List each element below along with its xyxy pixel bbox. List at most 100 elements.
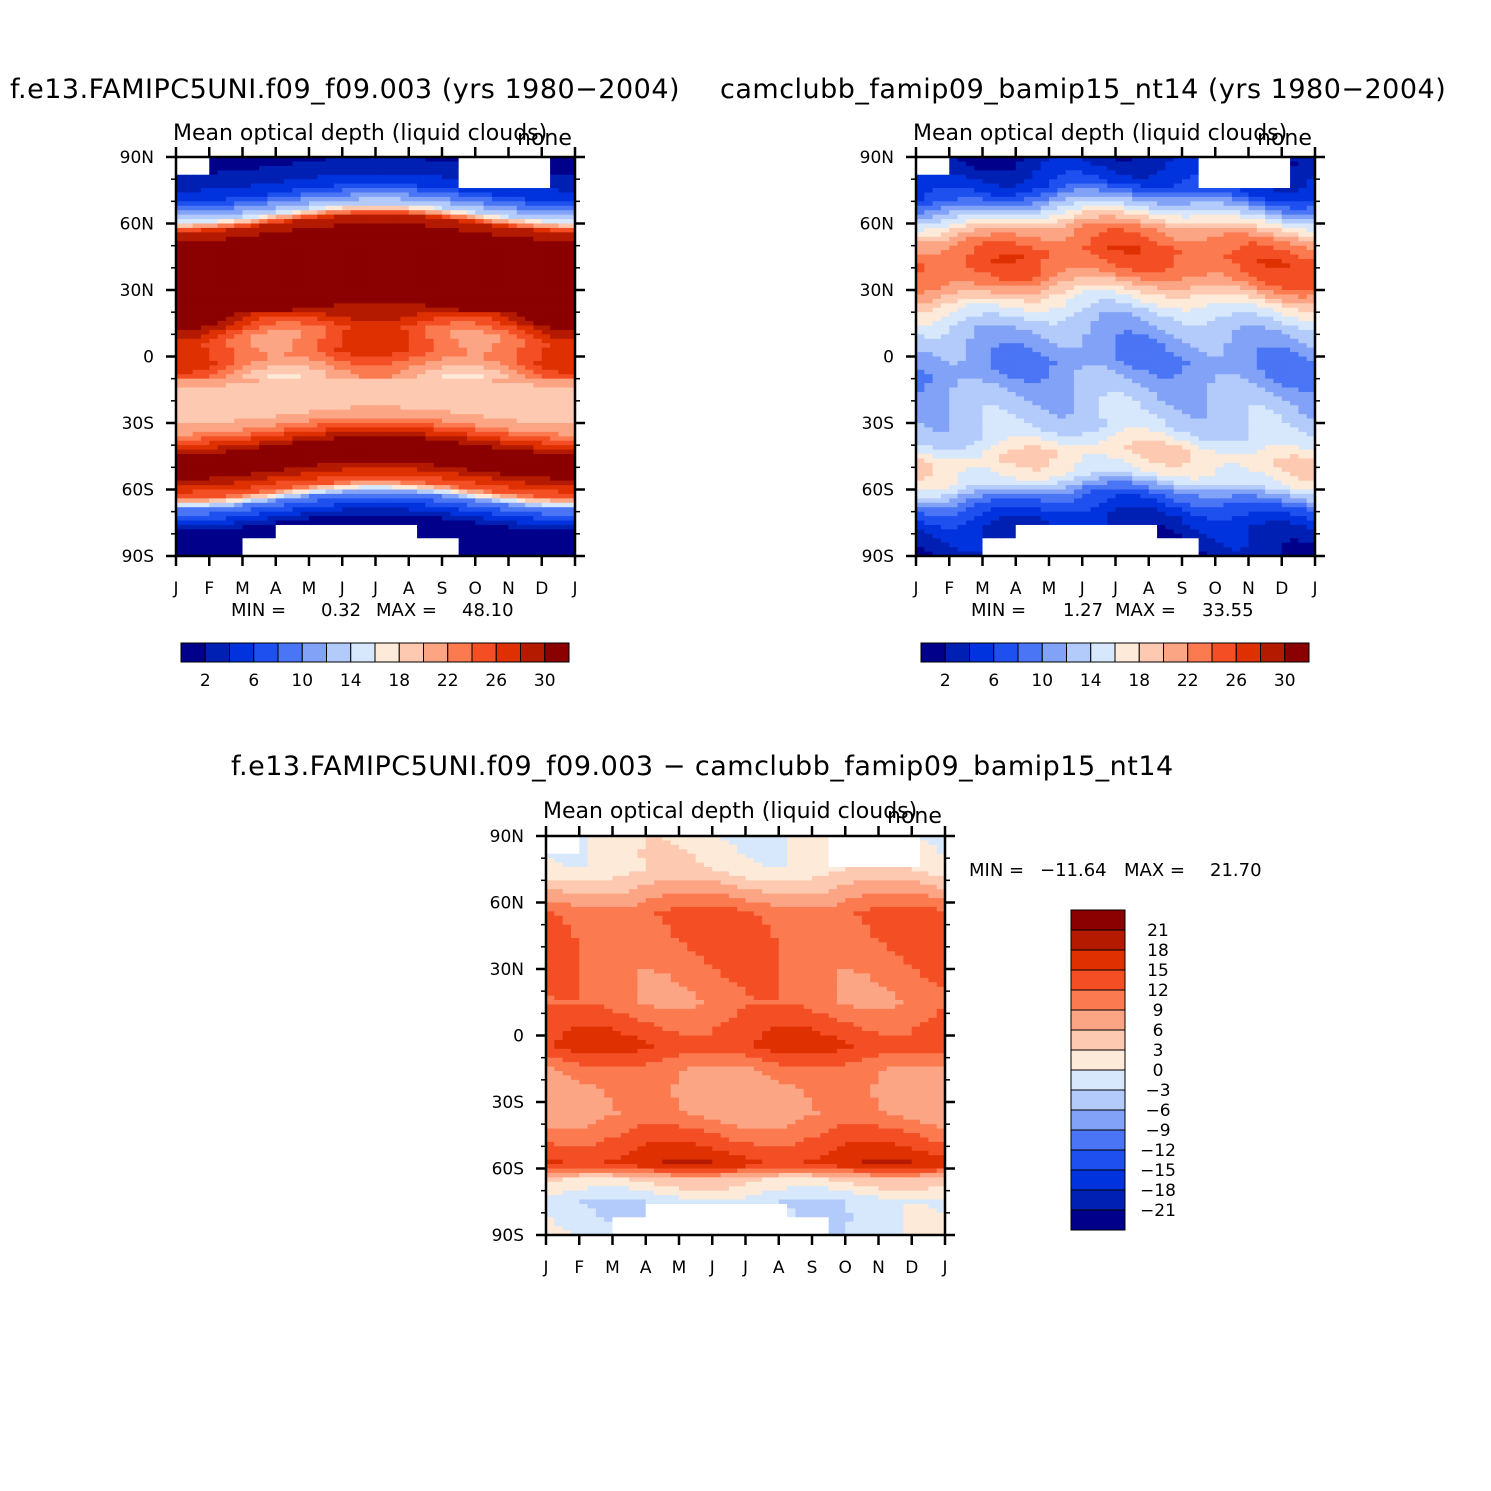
- heatmap-cell: [217, 365, 227, 371]
- heatmap-cell: [508, 192, 518, 198]
- heatmap-cell: [475, 498, 485, 504]
- heatmap-cell: [508, 276, 518, 282]
- heatmap-cell: [433, 533, 443, 539]
- heatmap-cell: [466, 236, 476, 242]
- heatmap-cell: [1115, 196, 1125, 202]
- heatmap-cell: [1198, 157, 1208, 163]
- heatmap-cell: [192, 250, 202, 256]
- heatmap-cell: [417, 254, 426, 260]
- heatmap-cell: [1206, 196, 1216, 202]
- y-tick-label: 30S: [122, 414, 154, 434]
- heatmap-cell: [458, 250, 468, 256]
- heatmap-cell: [417, 285, 426, 291]
- heatmap-cell: [916, 183, 925, 189]
- heatmap-cell: [209, 396, 219, 402]
- heatmap-cell: [176, 431, 185, 437]
- heatmap-cell: [1281, 161, 1291, 167]
- heatmap-cell: [458, 170, 468, 176]
- heatmap-cell: [267, 436, 277, 442]
- heatmap-cell: [483, 321, 493, 327]
- heatmap-cell: [1223, 165, 1233, 171]
- heatmap-cell: [417, 201, 426, 207]
- heatmap-cell: [450, 245, 460, 251]
- heatmap-cell: [375, 396, 385, 402]
- heatmap-cell: [916, 179, 925, 185]
- heatmap-cell: [508, 405, 518, 411]
- heatmap-cell: [1073, 170, 1083, 176]
- heatmap-cell: [242, 489, 252, 495]
- heatmap-cell: [217, 542, 227, 548]
- heatmap-cell: [541, 480, 551, 486]
- heatmap-cell: [566, 258, 575, 264]
- heatmap-cell: [309, 161, 318, 167]
- heatmap-cell: [259, 431, 269, 437]
- heatmap-cell: [500, 445, 510, 451]
- heatmap-cell: [375, 307, 385, 313]
- heatmap-cell: [234, 343, 244, 349]
- heatmap-cell: [292, 343, 302, 349]
- heatmap-cell: [400, 547, 410, 553]
- heatmap-cell: [292, 489, 302, 495]
- heatmap-cell: [533, 538, 543, 544]
- heatmap-cell: [200, 538, 210, 544]
- heatmap-cell: [566, 236, 575, 242]
- heatmap-cell: [375, 272, 385, 278]
- heatmap-cell: [309, 347, 318, 353]
- heatmap-cell: [566, 263, 575, 269]
- heatmap-cell: [325, 179, 335, 185]
- heatmap-cell: [176, 511, 185, 517]
- heatmap-cell: [433, 165, 443, 171]
- heatmap-cell: [176, 454, 185, 460]
- heatmap-cell: [400, 285, 410, 291]
- heatmap-cell: [333, 542, 343, 548]
- heatmap-cell: [400, 196, 410, 202]
- heatmap-cell: [217, 454, 227, 460]
- heatmap-cell: [375, 436, 385, 442]
- heatmap-cell: [491, 188, 501, 194]
- heatmap-cell: [516, 210, 526, 216]
- heatmap-cell: [176, 374, 185, 380]
- heatmap-cell: [450, 254, 460, 260]
- heatmap-cell: [242, 365, 252, 371]
- heatmap-cell: [275, 210, 285, 216]
- heatmap-cell: [442, 529, 451, 535]
- heatmap-cell: [383, 529, 393, 535]
- heatmap-cell: [392, 383, 402, 389]
- heatmap-cell: [1273, 157, 1283, 163]
- heatmap-cell: [508, 321, 518, 327]
- heatmap-cell: [508, 449, 518, 455]
- heatmap-cell: [209, 383, 219, 389]
- heatmap-cell: [242, 418, 252, 424]
- heatmap-cell: [1256, 196, 1266, 202]
- heatmap-cell: [533, 542, 543, 548]
- heatmap-cell: [383, 374, 393, 380]
- heatmap-cell: [442, 298, 451, 304]
- heatmap-cell: [1015, 161, 1025, 167]
- heatmap-cell: [234, 369, 244, 375]
- heatmap-cell: [333, 307, 343, 313]
- heatmap-cell: [566, 547, 575, 553]
- heatmap-cell: [1290, 188, 1299, 194]
- heatmap-cell: [358, 538, 368, 544]
- heatmap-cell: [284, 391, 293, 397]
- heatmap-cell: [225, 547, 235, 553]
- heatmap-cell: [250, 365, 260, 371]
- heatmap-cell: [400, 352, 410, 358]
- heatmap-cell: [309, 511, 318, 517]
- heatmap-cell: [383, 179, 393, 185]
- heatmap-cell: [275, 524, 285, 530]
- heatmap-cell: [250, 391, 260, 397]
- heatmap-cell: [250, 507, 260, 513]
- heatmap-cell: [300, 307, 310, 313]
- heatmap-cell: [217, 520, 227, 526]
- heatmap-cell: [1248, 161, 1258, 167]
- heatmap-cell: [1306, 165, 1315, 171]
- heatmap-cell: [225, 214, 235, 220]
- heatmap-cell: [1198, 174, 1208, 180]
- heatmap-cell: [234, 276, 244, 282]
- heatmap-cell: [541, 338, 551, 344]
- heatmap-cell: [483, 214, 493, 220]
- heatmap-cell: [458, 409, 468, 415]
- heatmap-cell: [333, 387, 343, 393]
- heatmap-cell: [1098, 201, 1108, 207]
